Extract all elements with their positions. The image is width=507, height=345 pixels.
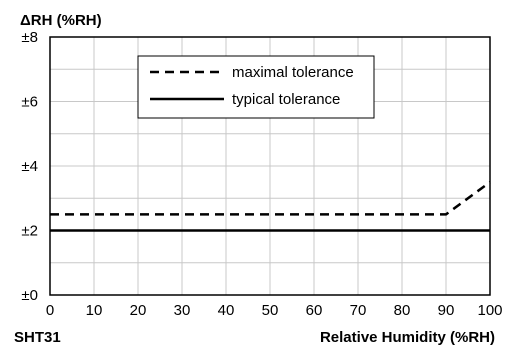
tick-labels: 0 10 20 30 40 50 60 70 80 90 100 ±0 ±2 ±4 ±6 ±8 <box>21 29 502 319</box>
sensor-label: SHT31 <box>14 329 61 345</box>
x-tick-label-8: 80 <box>394 302 411 319</box>
series-maximal-tolerance-line <box>50 181 491 216</box>
y-axis-label: ΔRH (%RH) <box>20 12 102 29</box>
x-tick-label-9: 90 <box>438 302 455 319</box>
x-tick-label-7: 70 <box>350 302 367 319</box>
legend-label-typical: typical tolerance <box>232 91 340 108</box>
legend-label-maximal: maximal tolerance <box>232 64 354 81</box>
x-axis-label: Relative Humidity (%RH) <box>320 329 495 345</box>
plot-frame <box>49 36 491 296</box>
legend-box <box>137 55 375 119</box>
x-tick-label-5: 50 <box>262 302 279 319</box>
legend: maximal tolerance typical tolerance <box>137 55 375 119</box>
x-tick-label-1: 10 <box>86 302 103 319</box>
y-tick-label-2: ±4 <box>21 158 38 175</box>
y-tick-label-1: ±2 <box>21 223 38 240</box>
y-tick-label-0: ±0 <box>21 287 38 304</box>
series-layer <box>50 181 491 232</box>
x-tick-label-6: 60 <box>306 302 323 319</box>
x-tick-label-2: 20 <box>130 302 147 319</box>
x-tick-label-0: 0 <box>46 302 54 319</box>
y-tick-label-4: ±8 <box>21 29 38 46</box>
x-tick-label-10: 100 <box>477 302 502 319</box>
y-tick-label-3: ±6 <box>21 94 38 111</box>
x-tick-label-3: 30 <box>174 302 191 319</box>
x-tick-label-4: 40 <box>218 302 235 319</box>
